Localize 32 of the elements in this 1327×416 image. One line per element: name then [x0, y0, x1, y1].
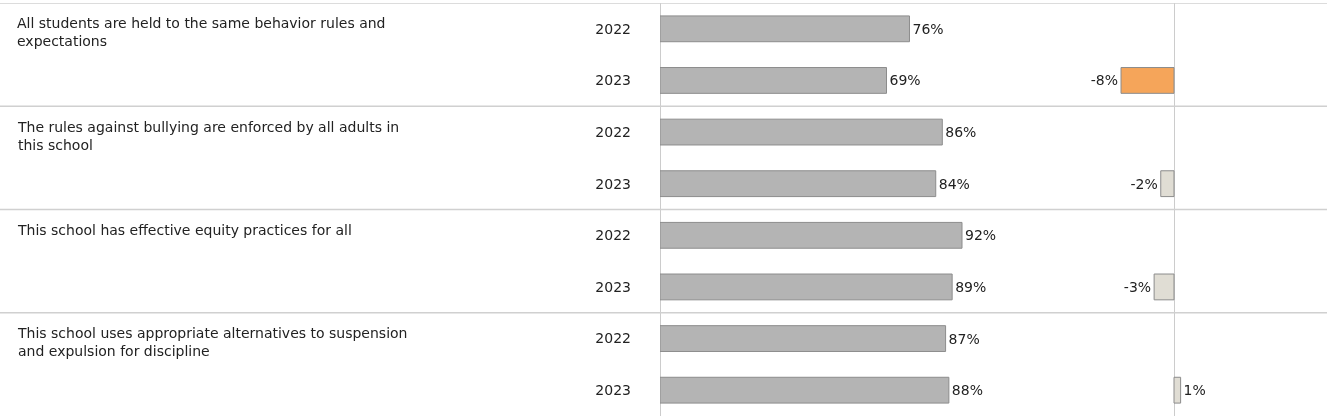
y-tick-label: 2022 — [595, 20, 631, 37]
y-tick-label: 2022 — [595, 330, 631, 347]
bar — [660, 376, 950, 404]
y-tick-label: 2023 — [595, 278, 631, 295]
data-label: 92% — [965, 227, 997, 244]
bar — [660, 118, 943, 146]
data-label: 1% — [1183, 382, 1206, 399]
y-tick-label: 2023 — [595, 175, 631, 192]
data-label: -8% — [1090, 72, 1118, 89]
data-label: 88% — [951, 382, 983, 399]
data-label: 87% — [948, 330, 980, 347]
y-tick-label: 2023 — [595, 382, 631, 399]
data-label: -2% — [1130, 175, 1158, 192]
y-tick-label: 2022 — [595, 123, 631, 140]
bar — [660, 273, 953, 301]
data-label: 89% — [955, 278, 987, 295]
data-label: 86% — [945, 124, 977, 141]
text: All students are held to the same behavior rules and expectations — [17, 15, 386, 50]
text: This school has effective equity practices for all — [17, 222, 352, 238]
data-label: 84% — [938, 175, 970, 192]
text: The rules against bullying are enforced by all adults in this school — [17, 119, 400, 154]
y-tick-label: 2023 — [595, 72, 631, 89]
bar — [660, 325, 947, 352]
bar — [660, 67, 887, 94]
bar — [660, 15, 910, 43]
bar — [660, 221, 963, 249]
data-label: -3% — [1123, 278, 1152, 295]
bar — [660, 170, 937, 198]
data-label: 69% — [889, 72, 921, 89]
y-tick-label: 2022 — [595, 227, 631, 244]
text: This school uses appropriate alternatives to suspension and expulsion for discipline — [17, 325, 408, 360]
data-label: 76% — [912, 20, 944, 37]
